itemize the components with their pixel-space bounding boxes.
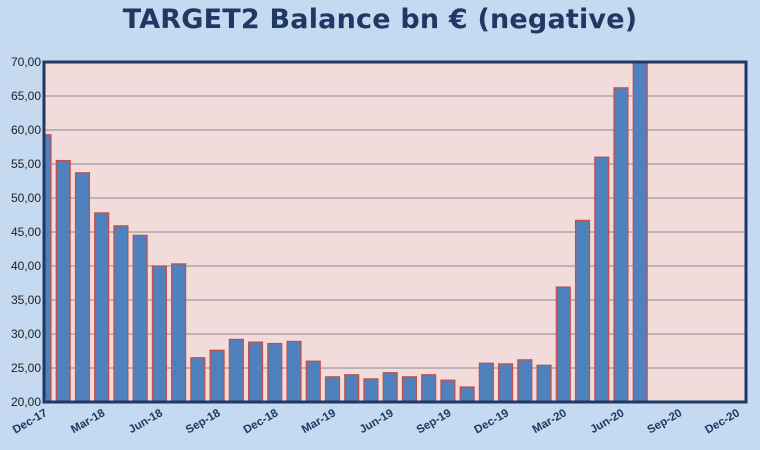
y-tick-label: 30,00 <box>11 327 41 341</box>
bar <box>517 359 533 403</box>
x-tick-label: Mar-18 <box>69 407 108 436</box>
x-tick-label: Dec-18 <box>242 407 281 437</box>
chart-title: TARGET2 Balance bn € (negative) <box>122 4 638 35</box>
bar <box>421 374 437 403</box>
bar <box>55 159 71 403</box>
bar <box>401 376 417 403</box>
bar <box>555 286 571 403</box>
bar <box>498 363 514 403</box>
y-tick-label: 45,00 <box>11 225 41 239</box>
y-tick-label: 50,00 <box>11 191 41 205</box>
y-tick-label: 55,00 <box>11 157 41 171</box>
x-tick-label: Jun-20 <box>588 407 626 436</box>
bar <box>190 357 206 403</box>
x-tick-label: Dec-20 <box>703 407 742 436</box>
x-axis-ticks: Dec-17 Mar-18 Jun-18 Sep-18 Dec-18 Mar-19 Jun-… <box>11 407 742 437</box>
y-tick-label: 35,00 <box>11 293 41 307</box>
bar <box>209 349 225 403</box>
x-tick-label: Jun-18 <box>127 407 166 436</box>
y-tick-label: 65,00 <box>11 89 41 103</box>
bar <box>94 212 110 403</box>
x-tick-label: Dec-19 <box>472 407 511 436</box>
x-tick-label: Dec-17 <box>11 407 50 436</box>
y-axis-ticks: 20,00 25,00 30,00 35,00 40,00 45,00 50,00 55,00… <box>11 55 41 409</box>
bar <box>267 342 283 403</box>
x-tick-label: Mar-20 <box>531 407 569 436</box>
y-tick-label: 70,00 <box>11 55 41 69</box>
bar <box>613 87 629 403</box>
x-tick-label: Sep-18 <box>184 407 223 437</box>
bar <box>594 156 610 403</box>
y-tick-label: 20,00 <box>11 395 41 409</box>
bar <box>632 62 648 403</box>
y-tick-label: 60,00 <box>11 123 41 137</box>
bar <box>344 374 360 403</box>
bar <box>113 225 129 403</box>
bar <box>459 386 475 403</box>
bar <box>171 263 187 403</box>
bar <box>228 338 244 403</box>
x-tick-label: Sep-20 <box>646 407 685 436</box>
bar <box>324 376 341 403</box>
bar <box>247 341 264 403</box>
bar <box>132 234 148 403</box>
bar <box>478 362 494 403</box>
x-tick-label: Sep-19 <box>415 407 454 436</box>
bar <box>536 364 552 403</box>
x-tick-label: Jun-19 <box>358 407 396 436</box>
bar <box>363 378 379 403</box>
bar <box>574 219 591 403</box>
bar <box>151 265 167 403</box>
y-tick-label: 40,00 <box>11 259 41 273</box>
bar <box>74 172 91 403</box>
bar <box>382 372 398 403</box>
plot-frame <box>42 60 748 404</box>
bar <box>440 379 456 403</box>
y-tick-label: 25,00 <box>11 361 41 375</box>
bar <box>305 360 321 403</box>
x-tick-label: Mar-19 <box>300 407 338 436</box>
bars <box>43 62 648 403</box>
bar <box>286 340 302 403</box>
